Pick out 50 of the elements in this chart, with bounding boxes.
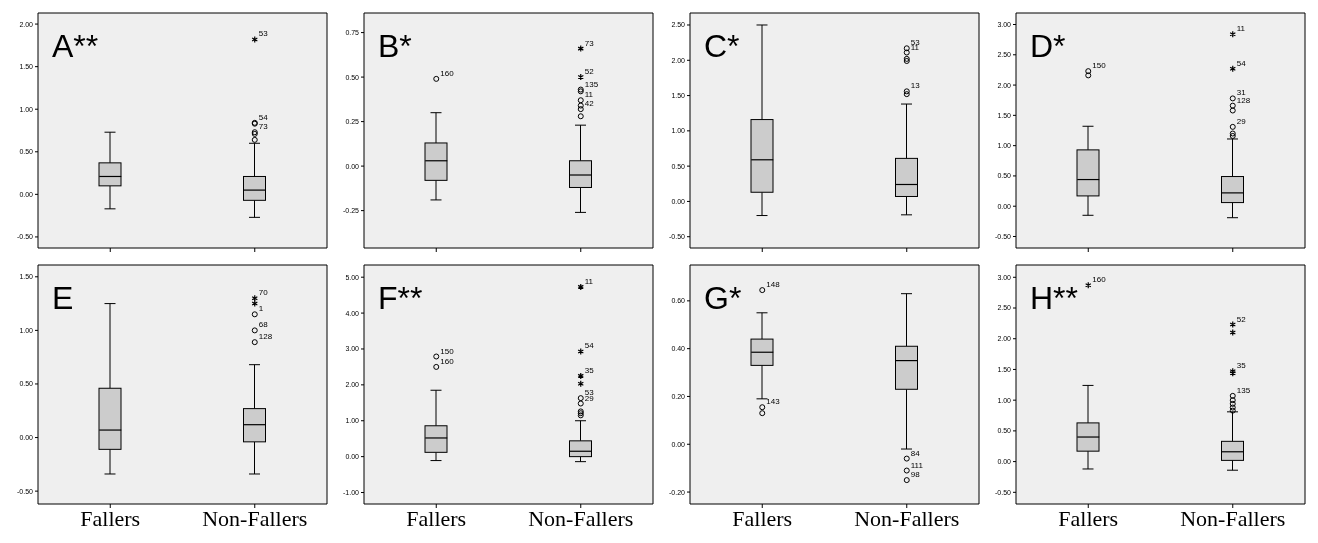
annotation: 35 <box>584 365 595 375</box>
x-tick-label: Fallers <box>732 505 793 531</box>
annotation: 148 <box>766 280 781 290</box>
x-tick-label: Non-Fallers <box>854 505 960 531</box>
annotation: 42 <box>584 99 595 109</box>
annotation: 98 <box>910 470 921 480</box>
x-tick-label: Non-Fallers <box>202 505 308 531</box>
annotation: 35 <box>1236 361 1247 371</box>
annotation: 54 <box>1236 58 1247 68</box>
annotation: 29 <box>1236 116 1247 126</box>
annotation: 84 <box>910 448 921 458</box>
annotation: 52 <box>584 67 595 77</box>
x-tick-label: Non-Fallers <box>1180 505 1286 531</box>
text: C* <box>704 28 740 64</box>
annotation: 143 <box>766 397 781 407</box>
annotation: 31 <box>1236 88 1247 98</box>
annotation: 73 <box>258 122 269 132</box>
annotation: 111 <box>910 460 924 470</box>
annotation: 135 <box>1236 385 1251 395</box>
annotation: 68 <box>258 320 269 330</box>
text: G* <box>704 280 742 316</box>
annotation: 54 <box>258 112 269 122</box>
annotation: 52 <box>1236 314 1247 324</box>
annotation: 53 <box>258 29 269 39</box>
annotation: 160 <box>440 356 455 366</box>
annotation: 160 <box>440 68 455 78</box>
annotation: 54 <box>584 341 595 351</box>
annotation: 70 <box>258 288 269 298</box>
annotation: 150 <box>440 346 455 356</box>
annotation: 11 <box>1236 24 1246 34</box>
annotation: 160 <box>1092 275 1107 285</box>
annotation: 73 <box>584 38 595 48</box>
annotation: 1 <box>258 304 264 314</box>
text: D* <box>1030 28 1066 64</box>
annotation: 13 <box>910 81 921 91</box>
text: A** <box>52 28 99 64</box>
annotation: 135 <box>584 79 599 89</box>
annotation: 128 <box>258 332 273 342</box>
x-tick-label: Fallers <box>80 505 141 531</box>
annotation: 11 <box>584 276 594 286</box>
text: E <box>52 280 74 316</box>
text: F** <box>378 280 423 316</box>
x-tick-label: Fallers <box>406 505 467 531</box>
text: H** <box>1030 280 1079 316</box>
x-tick-label: Non-Fallers <box>528 505 634 531</box>
annotation: 11 <box>584 90 594 100</box>
annotation: 128 <box>1236 95 1251 105</box>
text: B* <box>378 28 412 64</box>
x-tick-label: Fallers <box>1058 505 1119 531</box>
annotation: 150 <box>1092 61 1107 71</box>
